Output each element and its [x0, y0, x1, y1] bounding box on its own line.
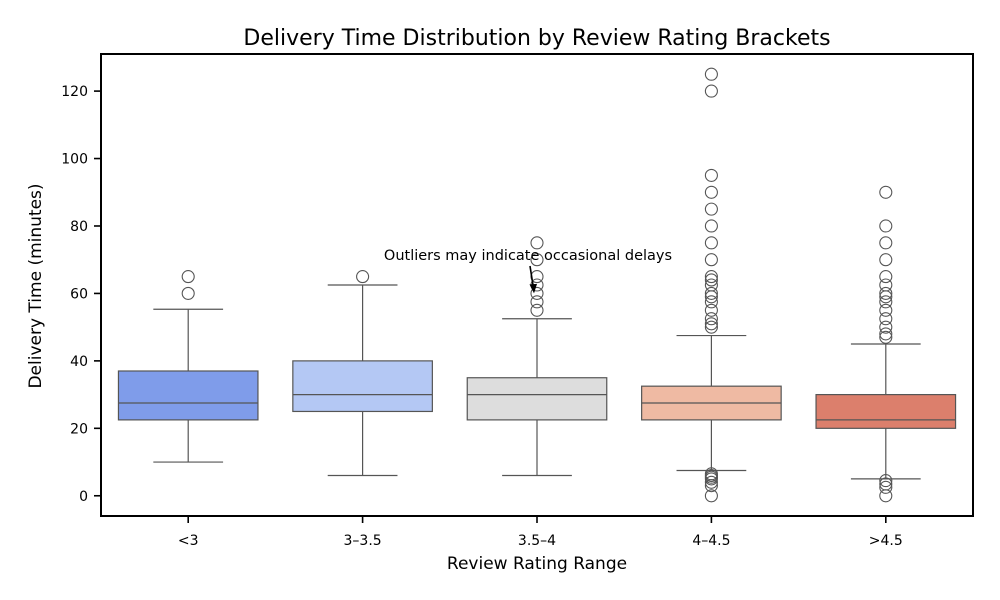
outlier-point — [879, 330, 893, 344]
box-group — [117, 270, 259, 463]
y-tick-label: 120 — [61, 84, 88, 100]
outlier-point — [704, 317, 718, 331]
y-tick-label: 80 — [70, 219, 88, 235]
outlier-point — [704, 185, 718, 199]
outlier-point — [704, 278, 718, 292]
box-group — [292, 270, 433, 477]
outlier-point — [879, 295, 893, 309]
y-axis: 0 20 40 60 80 100 120 — [61, 84, 101, 505]
outlier-point — [704, 202, 718, 216]
outlier-point — [704, 286, 718, 300]
outlier-point — [530, 303, 544, 317]
x-tick-label: 3.5–4 — [518, 533, 556, 549]
x-tick-label: <3 — [178, 533, 199, 549]
outlier-point — [879, 320, 893, 334]
outlier-point — [356, 270, 370, 284]
outlier-point — [879, 312, 893, 326]
y-tick-label: 60 — [70, 286, 88, 302]
outlier-point — [879, 286, 893, 300]
outlier-point — [530, 236, 544, 250]
annotation-arrowhead — [529, 283, 537, 294]
chart-title: Delivery Time Distribution by Review Rat… — [243, 26, 830, 51]
box-group — [641, 67, 782, 503]
outlier-point — [704, 303, 718, 317]
box-iqr — [815, 393, 957, 429]
box-group — [815, 185, 957, 503]
y-tick-label: 40 — [70, 354, 88, 370]
box-iqr — [117, 370, 259, 421]
outlier-point — [879, 278, 893, 292]
box-iqr — [292, 360, 433, 413]
x-axis-label: Review Rating Range — [447, 554, 627, 574]
outlier-point — [704, 67, 718, 81]
x-tick-label: 4–4.5 — [692, 533, 730, 549]
annotation-layer: Outliers may indicate occasional delays — [384, 248, 672, 294]
outlier-point — [704, 475, 718, 489]
outlier-point — [704, 467, 718, 481]
outlier-point — [879, 270, 893, 284]
outlier-point — [704, 295, 718, 309]
outlier-point — [704, 236, 718, 250]
outlier-point — [181, 270, 195, 284]
outlier-point — [704, 320, 718, 334]
outlier-point — [704, 219, 718, 233]
outlier-point — [879, 474, 893, 488]
outlier-point — [704, 253, 718, 267]
outlier-point — [704, 168, 718, 182]
outlier-point — [879, 253, 893, 267]
outlier-point — [879, 185, 893, 199]
boxes-layer — [117, 67, 957, 503]
outlier-point — [879, 236, 893, 250]
outlier-point — [530, 253, 544, 267]
y-tick-label: 100 — [61, 152, 88, 168]
outlier-point — [704, 84, 718, 98]
outlier-point — [879, 480, 893, 494]
x-tick-label: >4.5 — [869, 533, 903, 549]
outlier-point — [704, 270, 718, 284]
outlier-point — [879, 327, 893, 341]
annotation-text: Outliers may indicate occasional delays — [384, 248, 672, 264]
x-axis: <3 3–3.5 3.5–4 4–4.5 >4.5 — [178, 516, 903, 549]
outlier-point — [879, 477, 893, 491]
y-tick-label: 0 — [79, 489, 88, 505]
box-iqr — [466, 377, 608, 421]
outlier-point — [879, 219, 893, 233]
outlier-point — [704, 489, 718, 503]
outlier-point — [704, 290, 718, 304]
outlier-point — [879, 290, 893, 304]
outlier-point — [181, 286, 195, 300]
y-tick-label: 20 — [70, 421, 88, 437]
box-group — [466, 236, 608, 477]
outlier-point — [530, 286, 544, 300]
y-axis-label: Delivery Time (minutes) — [26, 183, 46, 388]
outlier-point — [704, 273, 718, 287]
outlier-point — [704, 312, 718, 326]
outlier-point — [879, 303, 893, 317]
x-tick-label: 3–3.5 — [344, 533, 382, 549]
outlier-point — [530, 295, 544, 309]
